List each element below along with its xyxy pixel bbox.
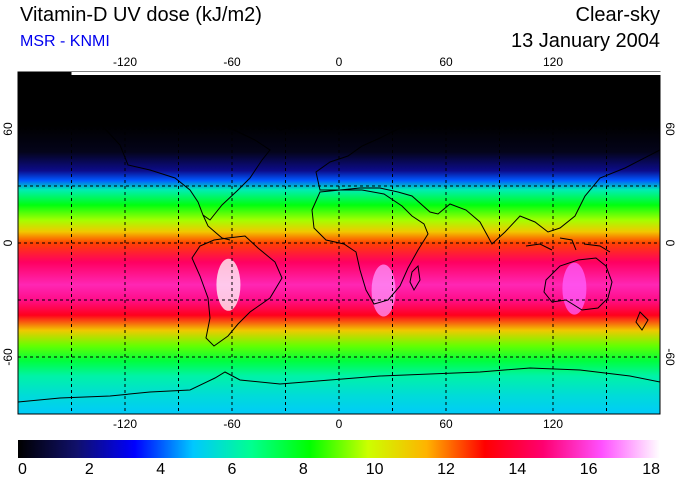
sky-condition-label: Clear-sky bbox=[575, 4, 660, 26]
colorbar-tick-label: 16 bbox=[580, 461, 598, 478]
coastline-south-america bbox=[191, 235, 283, 347]
colorbar-tick-label: 6 bbox=[228, 461, 237, 478]
frame-tick-marks bbox=[71, 72, 678, 75]
colorbar-tick-label: 14 bbox=[508, 461, 526, 478]
date-label: 13 January 2004 bbox=[510, 30, 660, 52]
colorbar-tick-label: 10 bbox=[366, 461, 384, 478]
frame-tick bbox=[71, 72, 179, 75]
frame-tick bbox=[285, 72, 393, 75]
lon-tick-label-bottom: 60 bbox=[439, 417, 453, 431]
lon-tick-label-top: -120 bbox=[113, 55, 137, 69]
lat-tick-label-left: 0 bbox=[1, 239, 15, 246]
colorbar-tick-label: 8 bbox=[299, 461, 308, 478]
lon-tick-label-bottom: -120 bbox=[113, 417, 137, 431]
latitude-labels: 60 60 0 0 -60 -60 bbox=[1, 122, 677, 366]
coastline-madagascar bbox=[409, 264, 421, 292]
coastline-greenland bbox=[254, 83, 321, 131]
colorbar-tick-label: 18 bbox=[642, 461, 660, 478]
hotspot-layer bbox=[216, 258, 587, 317]
lon-tick-label-top: 0 bbox=[336, 55, 343, 69]
lon-tick-label-bottom: 120 bbox=[543, 417, 563, 431]
frame-tick bbox=[499, 72, 607, 75]
lon-tick-label-top: 120 bbox=[543, 55, 563, 69]
colorbar-tick-label: 0 bbox=[18, 461, 27, 478]
high-dose-hotspot bbox=[216, 258, 241, 311]
colorbar-tick-label: 2 bbox=[85, 461, 94, 478]
graticule bbox=[18, 72, 660, 414]
coastline-new-zealand bbox=[635, 311, 649, 331]
map-area bbox=[18, 72, 660, 414]
colorbar-tick-labels: 0 2 4 6 8 10 12 14 16 18 bbox=[18, 461, 660, 478]
lat-tick-label-right: 60 bbox=[663, 122, 677, 136]
lon-tick-label-bottom: 0 bbox=[336, 417, 343, 431]
lat-tick-label-left: 60 bbox=[1, 122, 15, 136]
high-dose-hotspot bbox=[371, 264, 396, 317]
longitude-labels: -120 -120 -60 -60 0 0 60 60 120 120 bbox=[113, 55, 563, 431]
chart-title: Vitamin-D UV dose (kJ/m2) bbox=[20, 4, 262, 26]
colorbar-tick-label: 12 bbox=[437, 461, 455, 478]
coastline-australia bbox=[543, 257, 613, 311]
coastline-indonesia bbox=[525, 237, 611, 253]
lat-tick-label-right: 0 bbox=[663, 240, 677, 247]
coastlines bbox=[18, 83, 660, 403]
coastline-north-america bbox=[18, 103, 271, 221]
lon-tick-label-top: -60 bbox=[223, 55, 241, 69]
frame-tick bbox=[178, 72, 286, 75]
frame-tick bbox=[392, 72, 500, 75]
source-label: MSR - KNMI bbox=[20, 33, 110, 50]
coastline-africa bbox=[311, 189, 429, 305]
colorbar-tick-label: 4 bbox=[156, 461, 165, 478]
frame-tick bbox=[606, 72, 678, 75]
lat-tick-label-right: -60 bbox=[663, 348, 677, 366]
high-dose-hotspot bbox=[562, 262, 587, 315]
coastline-eurasia bbox=[315, 107, 660, 245]
lat-tick-label-left: -60 bbox=[1, 348, 15, 366]
colorbar bbox=[18, 440, 660, 458]
lon-tick-label-bottom: -60 bbox=[223, 417, 241, 431]
lon-tick-label-top: 60 bbox=[439, 55, 453, 69]
coastline-antarctica bbox=[18, 367, 660, 403]
